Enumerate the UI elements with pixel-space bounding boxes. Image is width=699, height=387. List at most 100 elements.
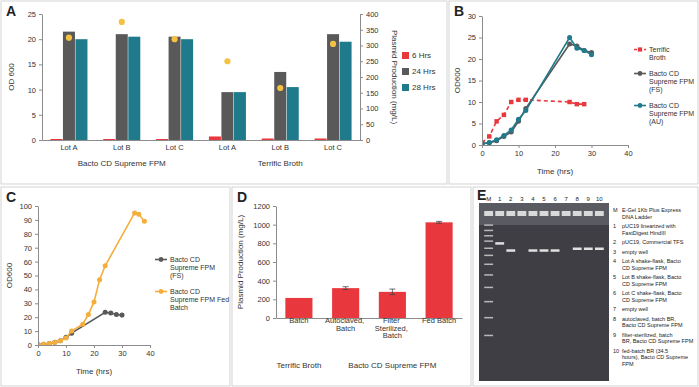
category-group-label: Terrific Broth <box>276 361 321 370</box>
gel-well <box>551 211 560 216</box>
legend-marker <box>638 103 643 108</box>
gel-well <box>517 211 526 216</box>
point <box>58 338 63 343</box>
tick: 800 <box>257 239 276 248</box>
legend-item: 28 Hrs <box>402 83 436 92</box>
tick-mark <box>39 140 42 141</box>
error-bar <box>436 221 442 223</box>
gel-well <box>573 211 582 216</box>
legend-label: 24 Hrs <box>412 67 436 76</box>
bar <box>287 87 299 140</box>
point <box>91 299 96 304</box>
tick-mark <box>273 299 276 300</box>
lane-label: M <box>486 196 491 202</box>
point <box>502 113 506 117</box>
tick-label: 40 <box>624 149 632 158</box>
point <box>114 312 119 317</box>
line <box>482 100 584 143</box>
x-axis: BatchAutoclaved, BatchFilter Sterilized,… <box>277 316 463 340</box>
bar <box>221 92 233 140</box>
gel-legend-lane: 5 <box>613 274 616 280</box>
tick-mark <box>66 345 67 348</box>
point <box>47 341 52 345</box>
tick-mark <box>35 289 38 290</box>
error-cap <box>343 289 349 290</box>
tick: 20 <box>24 313 38 322</box>
gel-legend-item: 4Lot A shake-flask, Bacto CD Supreme FPM <box>613 258 682 271</box>
tick: Batch <box>289 316 308 325</box>
point <box>582 102 586 106</box>
panel-frame <box>473 187 698 386</box>
point <box>58 338 63 343</box>
tick-label: 25 <box>28 10 36 19</box>
tick-label: 5 <box>32 111 36 120</box>
tick-label: 20 <box>551 149 559 158</box>
point <box>487 140 492 145</box>
gel-legend-lane: 2 <box>613 239 616 245</box>
tick: 80 <box>24 230 38 239</box>
point <box>277 85 283 91</box>
y-axis: 0102030405060708090100 <box>19 202 38 350</box>
legend-marker <box>159 257 164 262</box>
tick-mark <box>39 39 42 40</box>
tick-label: 15 <box>468 76 476 85</box>
tick-label: 10 <box>468 98 476 107</box>
gel-well <box>495 211 504 216</box>
legend-label: Bacto CD Supreme FPM (AU) <box>649 102 696 126</box>
error-cap <box>389 289 395 290</box>
axis-line <box>42 15 43 141</box>
tick-label: 200 <box>366 73 379 82</box>
gel-band <box>484 335 493 337</box>
point <box>575 102 579 106</box>
tick: 60 <box>24 258 38 267</box>
tick-label: 0 <box>472 141 476 150</box>
tick-mark <box>39 64 42 65</box>
tick: Autoclaved, Batch <box>325 316 366 333</box>
point <box>142 219 147 224</box>
point <box>41 342 46 345</box>
point <box>509 127 514 132</box>
point <box>516 117 521 122</box>
legend-item: Bacto CD Supreme FPM (AU) <box>634 102 696 126</box>
tick: 30 <box>118 345 126 358</box>
gel-well <box>484 211 493 216</box>
panel-label: B <box>454 3 464 19</box>
gel-legend-item: 5Lot B shake-flask, Bacto CD Supreme FPM <box>613 274 683 287</box>
tick-mark <box>273 262 276 263</box>
point <box>119 313 124 318</box>
tick-mark <box>35 345 38 346</box>
gel-band <box>506 249 515 252</box>
plot-area <box>285 221 452 318</box>
tick-mark <box>360 46 363 47</box>
gel-well <box>584 211 593 216</box>
tick-mark <box>35 303 38 304</box>
tick-mark <box>479 102 482 103</box>
tick-label: 0 <box>28 341 32 350</box>
tick: Lot A <box>219 143 236 152</box>
gel-legend-item: 9filter-sterilized, batch BR, Bacto CD S… <box>613 332 694 345</box>
tick-label: 400 <box>366 10 379 19</box>
gel-legend-text: filter-sterilized, batch BR, Bacto CD Su… <box>622 332 694 345</box>
tick: 40 <box>624 145 632 158</box>
tick-label: Lot A <box>60 143 77 152</box>
point <box>136 212 141 217</box>
x-axis: 010203040 <box>480 145 632 158</box>
gel-legend-lane: 4 <box>613 258 616 264</box>
legend-item: 6 Hrs <box>402 51 431 60</box>
tick-mark <box>35 234 38 235</box>
error-bar <box>343 287 349 290</box>
tick-mark <box>360 61 363 62</box>
tick: 20 <box>468 55 482 64</box>
bar <box>332 288 359 318</box>
tick-mark <box>482 145 483 148</box>
point <box>487 140 492 145</box>
gel-band <box>484 240 493 242</box>
legend-label: Bacto CD Supreme FPM (FS) <box>649 70 696 94</box>
gel-top <box>479 203 609 225</box>
point <box>108 311 113 316</box>
tick: 5 <box>472 119 482 128</box>
lane-label: 2 <box>509 196 513 202</box>
panel-label: C <box>6 189 16 205</box>
tick: 0 <box>360 136 370 145</box>
lane-label: 10 <box>596 196 603 202</box>
